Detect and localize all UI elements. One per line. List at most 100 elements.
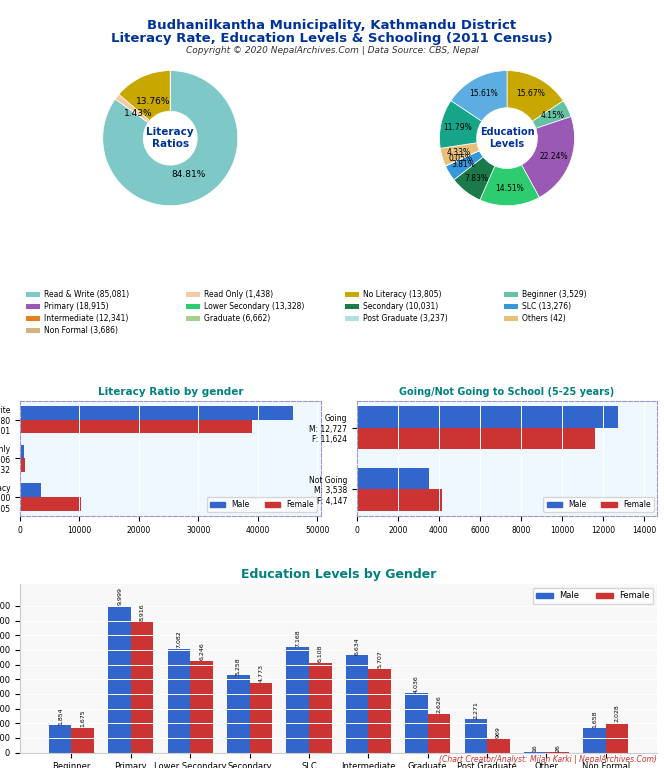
Bar xyxy=(583,728,606,753)
Text: 1,675: 1,675 xyxy=(80,710,85,727)
Bar xyxy=(606,723,628,753)
Bar xyxy=(369,669,391,753)
Text: Lower Secondary (13,328): Lower Secondary (13,328) xyxy=(203,302,304,311)
Bar xyxy=(20,497,80,511)
Text: Non Formal (3,686): Non Formal (3,686) xyxy=(44,326,118,335)
FancyBboxPatch shape xyxy=(505,293,519,297)
Text: 4,036: 4,036 xyxy=(414,675,419,693)
Bar xyxy=(487,738,510,753)
FancyBboxPatch shape xyxy=(345,304,359,309)
Bar xyxy=(20,406,293,419)
Bar xyxy=(20,458,25,472)
Text: Primary (18,915): Primary (18,915) xyxy=(44,302,109,311)
Text: 7.83%: 7.83% xyxy=(464,174,488,183)
FancyBboxPatch shape xyxy=(27,328,41,333)
FancyBboxPatch shape xyxy=(27,304,41,309)
Text: Copyright © 2020 NepalArchives.Com | Data Source: CBS, Nepal: Copyright © 2020 NepalArchives.Com | Dat… xyxy=(185,46,479,55)
Bar xyxy=(167,649,190,753)
Title: Going/Not Going to School (5-25 years): Going/Not Going to School (5-25 years) xyxy=(399,387,615,397)
Bar xyxy=(286,647,309,753)
Text: Budhanilkantha Municipality, Kathmandu District: Budhanilkantha Municipality, Kathmandu D… xyxy=(147,19,517,32)
Text: 1,854: 1,854 xyxy=(58,707,62,725)
Bar xyxy=(108,606,131,753)
Text: No Literacy (13,805): No Literacy (13,805) xyxy=(363,290,442,300)
FancyBboxPatch shape xyxy=(186,316,200,321)
Text: 3.81%: 3.81% xyxy=(452,160,475,169)
Bar xyxy=(20,445,23,458)
Text: Read Only (1,438): Read Only (1,438) xyxy=(203,290,273,300)
Text: Others (42): Others (42) xyxy=(522,314,566,323)
Wedge shape xyxy=(521,117,574,197)
Bar xyxy=(131,622,153,753)
Text: Intermediate (12,341): Intermediate (12,341) xyxy=(44,314,129,323)
Text: 969: 969 xyxy=(496,726,501,738)
Wedge shape xyxy=(454,157,495,200)
Bar xyxy=(227,676,250,753)
FancyBboxPatch shape xyxy=(27,293,41,297)
Title: Education Levels by Gender: Education Levels by Gender xyxy=(241,568,436,581)
Text: 14.51%: 14.51% xyxy=(495,184,523,194)
Bar xyxy=(465,720,487,753)
Wedge shape xyxy=(440,101,482,148)
Text: 4,773: 4,773 xyxy=(258,664,264,682)
Text: Literacy Rate, Education Levels & Schooling (2011 Census): Literacy Rate, Education Levels & School… xyxy=(111,32,553,45)
Text: 5,707: 5,707 xyxy=(377,650,382,668)
Text: 13.76%: 13.76% xyxy=(136,97,171,106)
Text: 16: 16 xyxy=(533,744,538,752)
Text: 6,108: 6,108 xyxy=(318,645,323,662)
Bar xyxy=(357,428,596,449)
FancyBboxPatch shape xyxy=(505,316,519,321)
Wedge shape xyxy=(446,151,483,180)
Bar xyxy=(72,728,94,753)
FancyBboxPatch shape xyxy=(345,293,359,297)
Text: 4.33%: 4.33% xyxy=(446,148,471,157)
Text: 84.81%: 84.81% xyxy=(172,170,206,179)
Text: SLC (13,276): SLC (13,276) xyxy=(522,302,571,311)
Text: 11.79%: 11.79% xyxy=(444,123,472,131)
Text: 9,999: 9,999 xyxy=(117,588,122,605)
Wedge shape xyxy=(480,165,539,206)
Wedge shape xyxy=(446,151,479,166)
Text: Graduate (6,662): Graduate (6,662) xyxy=(203,314,270,323)
Legend: Male, Female: Male, Female xyxy=(533,588,653,604)
Bar xyxy=(405,694,428,753)
Text: 2,271: 2,271 xyxy=(473,700,478,719)
Text: Literacy
Ratios: Literacy Ratios xyxy=(147,127,194,149)
Bar xyxy=(20,484,41,497)
Text: 7,082: 7,082 xyxy=(177,631,181,648)
Wedge shape xyxy=(115,94,149,123)
Text: 1,658: 1,658 xyxy=(592,710,597,727)
Bar xyxy=(309,663,331,753)
FancyBboxPatch shape xyxy=(505,304,519,309)
Text: 8,916: 8,916 xyxy=(139,604,145,621)
Text: 5,258: 5,258 xyxy=(236,657,241,675)
Text: (Chart Creator/Analyst: Milan Karki | NepalArchives.Com): (Chart Creator/Analyst: Milan Karki | Ne… xyxy=(440,755,657,764)
Bar xyxy=(190,661,212,753)
Wedge shape xyxy=(440,143,479,166)
Text: 2,626: 2,626 xyxy=(436,696,442,713)
Wedge shape xyxy=(119,71,170,121)
Legend: Male, Female: Male, Female xyxy=(544,497,653,512)
Text: 2,028: 2,028 xyxy=(615,704,620,722)
Text: Beginner (3,529): Beginner (3,529) xyxy=(522,290,587,300)
Text: 7,168: 7,168 xyxy=(295,629,300,647)
Text: Secondary (10,031): Secondary (10,031) xyxy=(363,302,438,311)
FancyBboxPatch shape xyxy=(186,304,200,309)
Wedge shape xyxy=(507,71,563,121)
Text: Post Graduate (3,237): Post Graduate (3,237) xyxy=(363,314,448,323)
Text: 6,634: 6,634 xyxy=(355,637,359,654)
Legend: Male, Female: Male, Female xyxy=(207,497,317,512)
Wedge shape xyxy=(533,101,571,128)
FancyBboxPatch shape xyxy=(186,293,200,297)
Wedge shape xyxy=(103,71,238,206)
Bar xyxy=(20,419,252,433)
Bar xyxy=(428,714,450,753)
Text: 22.24%: 22.24% xyxy=(540,152,568,161)
Bar xyxy=(357,468,430,489)
Text: Read & Write (85,081): Read & Write (85,081) xyxy=(44,290,129,300)
Text: 26: 26 xyxy=(555,743,560,752)
Bar xyxy=(357,489,442,511)
Text: 15.61%: 15.61% xyxy=(469,89,497,98)
Bar xyxy=(346,655,369,753)
Text: 4.15%: 4.15% xyxy=(540,111,564,121)
